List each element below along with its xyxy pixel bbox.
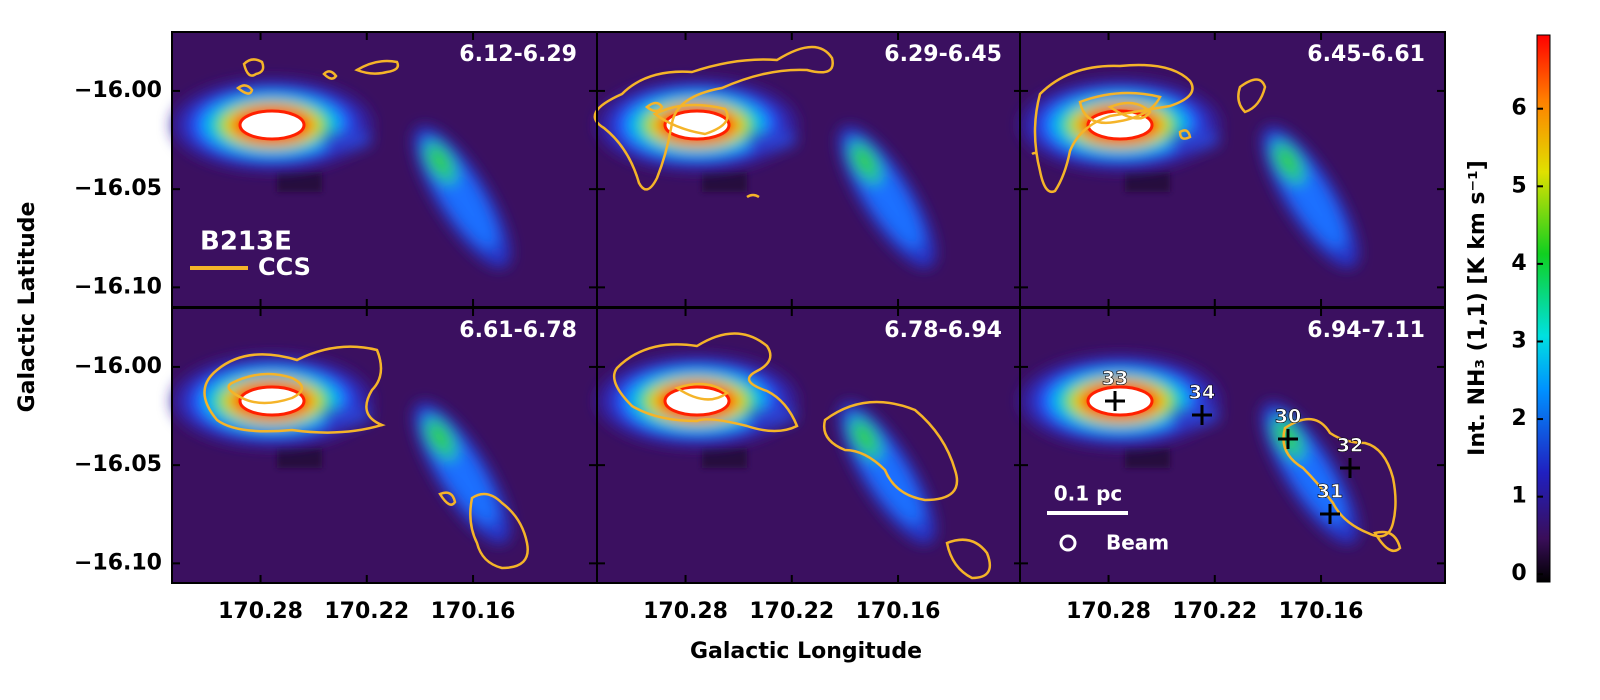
dark-patch: [1125, 172, 1170, 192]
colorbar-tick-label: 2: [1511, 406, 1526, 431]
filament: [1261, 126, 1359, 268]
panel: 6.61-6.78: [171, 307, 598, 584]
colorbar-tick-label: 4: [1511, 251, 1526, 276]
x-tick-label: 170.28: [1066, 599, 1151, 624]
panel-background: [1020, 308, 1445, 583]
source-label: 33: [1102, 368, 1128, 390]
y-axis-label: Galactic Latitude: [15, 202, 40, 413]
panel: 6.94-7.11 33 34 30 31 32 0.1 pc Beam: [1019, 307, 1446, 584]
source-label: 31: [1317, 481, 1343, 503]
colorbar-tick-label: 1: [1511, 484, 1526, 509]
beam-label: Beam: [1106, 531, 1169, 555]
filament: [838, 126, 936, 268]
filament: [413, 126, 511, 268]
source-marker: [1105, 391, 1125, 411]
legend-label: CCS: [258, 253, 311, 281]
colorbar-label: Int. NH₃ (1,1) [K km s⁻¹]: [1465, 160, 1490, 456]
colorbar-tick-label: 0: [1511, 561, 1526, 586]
panel-label: 6.12-6.29: [459, 42, 577, 67]
source-marker: [1340, 458, 1360, 478]
contour: [203, 345, 529, 570]
y-tick-label: −16.05: [74, 176, 162, 201]
panel-frame: [1019, 307, 1446, 584]
source-marker: [1278, 429, 1298, 449]
filament-emission: [1277, 148, 1298, 174]
y-tick-label: −16.10: [74, 274, 162, 299]
panel-background: [597, 308, 1022, 583]
dark-patch: [277, 172, 322, 192]
bridge-emission: [322, 130, 372, 150]
core-peak: [238, 385, 306, 417]
contour: [1031, 63, 1267, 194]
filament-emission: [854, 424, 875, 450]
x-axis-label: Galactic Longitude: [690, 639, 922, 664]
bridge-emission: [747, 130, 797, 150]
source-label: 32: [1337, 435, 1363, 457]
filament-emission: [429, 424, 450, 450]
panel-background: [172, 32, 597, 307]
core-peak: [238, 109, 306, 141]
x-tick-label: 170.28: [218, 599, 303, 624]
panel-label: 6.78-6.94: [884, 318, 1002, 343]
y-tick-label: −16.05: [74, 452, 162, 477]
filament: [413, 402, 511, 544]
panel: 6.29-6.45: [593, 31, 1023, 308]
panel-background: [172, 308, 597, 583]
region-label: B213E: [200, 227, 292, 257]
panel-label: 6.61-6.78: [459, 318, 577, 343]
panel-label: 6.45-6.61: [1307, 42, 1425, 67]
panel-background: [1020, 32, 1445, 307]
contour: [612, 332, 992, 580]
contour: [235, 58, 400, 95]
panel-label: 6.29-6.45: [884, 42, 1002, 67]
core-peak: [663, 385, 731, 417]
panel: 6.45-6.61: [1019, 31, 1446, 308]
panel-label: 6.94-7.11: [1307, 318, 1425, 343]
x-tick-label: 170.16: [1279, 599, 1364, 624]
dark-patch: [702, 448, 747, 468]
colorbar: [1536, 34, 1551, 583]
contour: [1282, 418, 1402, 553]
filament-emission: [429, 148, 450, 174]
source-label: 30: [1275, 406, 1301, 428]
x-tick-label: 170.22: [749, 599, 834, 624]
panel: 6.78-6.94: [596, 307, 1023, 584]
y-tick-label: −16.00: [74, 78, 162, 103]
y-tick-label: −16.00: [74, 354, 162, 379]
beam: [1059, 534, 1077, 552]
x-tick-label: 170.16: [856, 599, 941, 624]
colorbar-tick-label: 5: [1511, 173, 1526, 198]
dark-patch: [277, 448, 322, 468]
bridge-emission: [1170, 130, 1220, 150]
bridge-emission: [322, 406, 372, 426]
x-tick-label: 170.28: [643, 599, 728, 624]
filament-emission: [854, 148, 875, 174]
dark-patch: [702, 172, 747, 192]
bridge-emission: [747, 406, 797, 426]
dark-patch: [1125, 448, 1170, 468]
source-label: 34: [1189, 382, 1215, 404]
x-tick-label: 170.22: [324, 599, 409, 624]
colorbar-tick-label: 6: [1511, 96, 1526, 121]
x-tick-label: 170.16: [431, 599, 516, 624]
colorbar-tick-label: 3: [1511, 328, 1526, 353]
contour: [593, 45, 834, 199]
source-marker: [1192, 405, 1212, 425]
y-tick-label: −16.10: [74, 550, 162, 575]
panel-background: [597, 32, 1022, 307]
scale-bar-label: 0.1 pc: [1054, 482, 1123, 506]
source-marker: [1320, 504, 1340, 524]
x-tick-label: 170.22: [1172, 599, 1257, 624]
